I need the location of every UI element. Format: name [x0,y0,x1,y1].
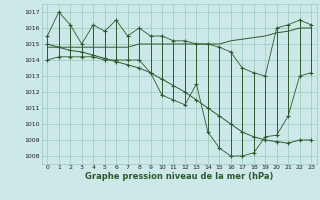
X-axis label: Graphe pression niveau de la mer (hPa): Graphe pression niveau de la mer (hPa) [85,172,273,181]
